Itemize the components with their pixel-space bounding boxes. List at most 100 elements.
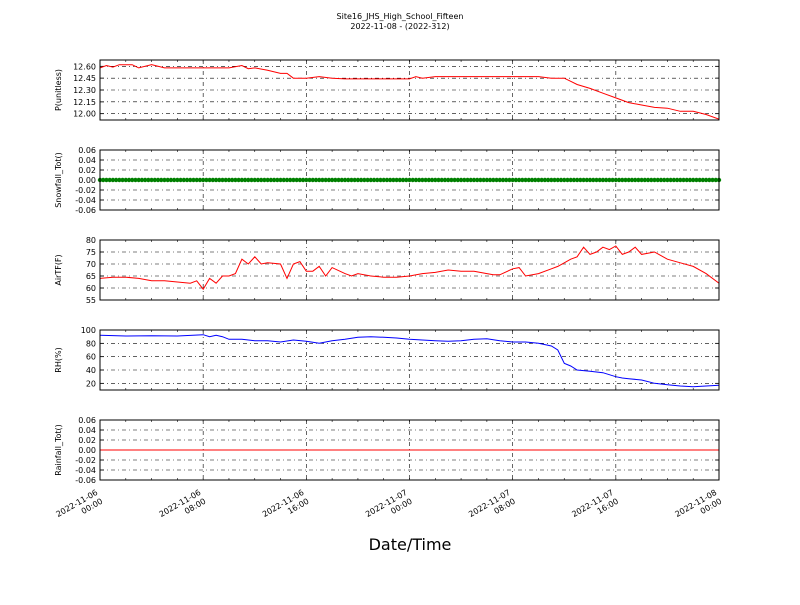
- y-tick-label: -0.04: [75, 196, 96, 205]
- series-point: [416, 177, 422, 183]
- series-point: [159, 177, 164, 183]
- panel-frame: [99, 419, 720, 481]
- series-point: [387, 177, 393, 183]
- series-point: [542, 177, 548, 183]
- y-tick-label: 0.06: [78, 146, 96, 155]
- series-point: [165, 177, 170, 183]
- series-point: [300, 177, 306, 183]
- series-point: [462, 177, 467, 183]
- series-point: [513, 177, 519, 183]
- series-point: [487, 177, 493, 183]
- series-point: [130, 177, 135, 183]
- series-point: [545, 177, 551, 183]
- series-point: [288, 177, 293, 183]
- series-point: [142, 177, 148, 183]
- series-point: [368, 177, 374, 183]
- series-point: [194, 177, 199, 183]
- series-point: [500, 177, 506, 183]
- chart-panels: 12.60 12.45 12.30 12.15 12.00 P(unitless) 0.06…: [54, 59, 722, 485]
- series-point: [181, 177, 187, 183]
- series-point: [471, 177, 477, 183]
- series-point: [555, 177, 561, 183]
- series-point: [120, 177, 125, 183]
- y-tick-label: 0.06: [78, 416, 96, 425]
- panel-2: 80 75 70 65 60 55 AirTF(F): [54, 236, 720, 305]
- series-point: [578, 177, 583, 183]
- series-point: [413, 177, 419, 183]
- series-point: [587, 177, 593, 183]
- series-point: [326, 177, 332, 183]
- series-point: [210, 177, 216, 183]
- series-point: [697, 177, 702, 183]
- series-point: [275, 177, 280, 183]
- series-point: [394, 177, 399, 183]
- series-point: [526, 177, 531, 183]
- x-tick-label: 2022-11-0600:00: [54, 488, 104, 528]
- series-point: [236, 177, 241, 183]
- x-tick-label: 2022-11-0616:00: [261, 488, 311, 528]
- series-point: [175, 177, 180, 183]
- series-point: [571, 177, 577, 183]
- series-point: [565, 177, 570, 183]
- series-point: [694, 177, 699, 183]
- series-point: [213, 177, 219, 183]
- series-point: [639, 177, 644, 183]
- series-point: [584, 177, 590, 183]
- series-point: [681, 177, 686, 183]
- series-point: [381, 177, 386, 183]
- panel-1: 0.060.040.020.00-0.02-0.04-0.06 Snowfall_…: [54, 146, 722, 215]
- series-point: [436, 177, 441, 183]
- series-point: [562, 177, 567, 183]
- series-line: [100, 64, 719, 120]
- y-axis-label: P(unitless): [54, 69, 63, 111]
- series-point: [629, 177, 635, 183]
- y-tick-label: 12.45: [73, 74, 96, 83]
- series-point: [504, 177, 509, 183]
- series-point: [223, 177, 228, 183]
- panel-0: 12.60 12.45 12.30 12.15 12.00 P(unitless): [54, 59, 720, 121]
- series-point: [713, 177, 718, 183]
- series-point: [297, 177, 303, 183]
- series-point: [520, 177, 525, 183]
- series-point: [242, 177, 248, 183]
- series-point: [291, 177, 296, 183]
- series-point: [710, 177, 715, 183]
- series-point: [552, 177, 557, 183]
- y-tick-label: 70: [86, 260, 96, 269]
- series-point: [188, 177, 193, 183]
- panel-frame: [99, 239, 720, 301]
- series-point: [404, 177, 409, 183]
- series-point: [523, 177, 528, 183]
- y-tick-label: 0.00: [78, 176, 96, 185]
- series-point: [246, 177, 251, 183]
- y-tick-label: 0.04: [78, 426, 96, 435]
- series-point: [317, 177, 322, 183]
- series-point: [445, 177, 451, 183]
- series-point: [442, 177, 448, 183]
- series-point: [655, 177, 660, 183]
- y-tick-label: 0.02: [78, 436, 96, 445]
- series-point: [123, 177, 128, 183]
- series-point: [239, 177, 245, 183]
- x-tick-label: 2022-11-0716:00: [570, 488, 620, 528]
- series-point: [423, 177, 428, 183]
- series-point: [420, 177, 425, 183]
- series-point: [607, 177, 612, 183]
- series-point: [661, 177, 667, 183]
- series-point: [636, 177, 641, 183]
- series-point: [407, 177, 412, 183]
- series-point: [358, 177, 364, 183]
- series-point: [658, 177, 664, 183]
- x-tick-label: 2022-11-0800:00: [673, 488, 723, 528]
- series-point: [691, 177, 696, 183]
- series-point: [378, 177, 383, 183]
- x-tick-label: 2022-11-0608:00: [158, 488, 208, 528]
- y-tick-label: 0.00: [78, 446, 96, 455]
- series-point: [342, 177, 348, 183]
- series-point: [329, 177, 335, 183]
- y-axis-label: Snowfall_Tot(): [54, 152, 63, 208]
- series-point: [568, 177, 573, 183]
- panel-frame: [99, 59, 720, 121]
- panel-frame: [99, 329, 720, 391]
